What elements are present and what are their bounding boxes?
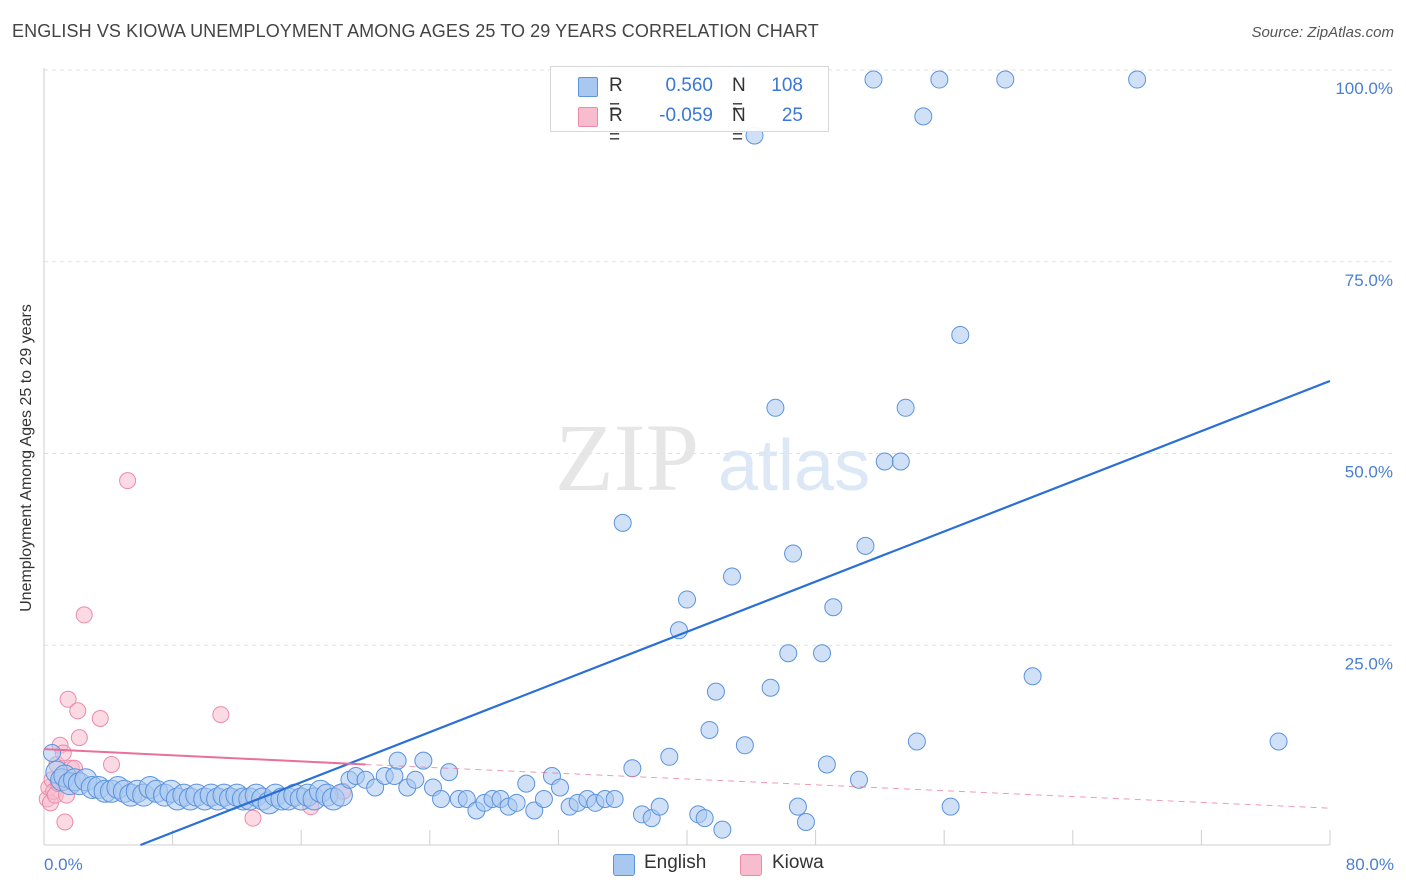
trend-lines: [43, 379, 1331, 847]
english-point: [432, 789, 451, 808]
english-r-value: 0.560: [665, 75, 713, 96]
english-point: [779, 644, 798, 663]
kiowa-swatch: [578, 107, 598, 127]
english-point: [784, 544, 803, 563]
y-tick-label-100: 100.0%: [1335, 79, 1393, 98]
kiowa-point: [119, 472, 137, 490]
english-point: [723, 567, 742, 586]
kiowa-point: [70, 729, 88, 747]
english-point: [735, 736, 754, 755]
kiowa-point: [91, 709, 109, 727]
english-point: [875, 452, 894, 471]
source-label: Source: ZipAtlas.com: [1251, 24, 1394, 41]
english-point: [817, 755, 836, 774]
y-tick-label-50: 50.0%: [1345, 463, 1393, 482]
english-point: [366, 778, 385, 797]
english-point: [896, 398, 915, 417]
kiowa-point: [212, 706, 230, 724]
bottom-legend-kiowa-swatch[interactable]: [740, 854, 762, 876]
english-point: [678, 590, 696, 609]
english-point: [551, 778, 570, 797]
english-point: [406, 770, 425, 789]
english-point: [605, 789, 624, 808]
english-point: [761, 678, 780, 697]
english-point: [706, 682, 725, 701]
kiowa-point: [59, 690, 77, 708]
english-point: [813, 644, 832, 663]
english-point: [507, 793, 526, 812]
tick-labels: 0.0% 80.0% 25.0% 50.0% 75.0% 100.0%: [44, 79, 1394, 874]
english-r-label: R =: [609, 75, 623, 118]
english-point: [856, 536, 875, 555]
english-swatch: [578, 77, 598, 97]
english-point: [796, 812, 815, 831]
gridlines: [44, 69, 1392, 646]
english-point: [613, 513, 632, 532]
english-point: [1023, 667, 1042, 686]
axes: [43, 68, 1331, 846]
kiowa-r-value: -0.059: [659, 105, 713, 126]
bottom-legend-english-label[interactable]: English: [644, 852, 707, 873]
kiowa-n-label: N =: [732, 105, 746, 148]
english-point: [891, 452, 910, 471]
kiowa-r-label: R =: [609, 105, 623, 148]
english-point: [951, 325, 970, 344]
english-trend-line: [140, 379, 1331, 847]
english-point: [440, 763, 459, 782]
kiowa-point: [75, 606, 93, 624]
english-point: [414, 751, 433, 770]
english-point: [517, 774, 536, 793]
english-point: [660, 747, 679, 766]
kiowa-n-value: 25: [781, 105, 803, 126]
english-point: [650, 797, 669, 816]
english-point: [43, 743, 62, 762]
kiowa-point: [69, 702, 87, 720]
english-point: [864, 70, 883, 89]
stats-legend: R = 0.560 N = 108 R = -0.059 N = 25: [550, 66, 829, 148]
english-point: [388, 751, 407, 770]
kiowa-point: [244, 809, 262, 827]
english-point: [623, 759, 642, 778]
watermark-zip: ZIP: [555, 404, 699, 511]
x-tick-label-max: 80.0%: [1346, 855, 1394, 874]
english-point: [1269, 732, 1288, 751]
kiowa-trend-line: [43, 748, 366, 766]
english-point: [788, 797, 807, 816]
english-point: [907, 732, 926, 751]
english-point: [941, 797, 960, 816]
watermark: ZIP atlas: [555, 404, 870, 511]
english-point: [713, 820, 732, 839]
y-tick-label-25: 25.0%: [1345, 654, 1393, 673]
english-point: [695, 809, 714, 828]
english-n-label: N =: [732, 75, 746, 118]
english-point: [457, 789, 476, 808]
kiowa-point: [103, 755, 121, 773]
english-point: [700, 720, 719, 739]
english-point: [850, 770, 869, 789]
kiowa-point: [56, 813, 74, 831]
chart-title: ENGLISH VS KIOWA UNEMPLOYMENT AMONG AGES…: [12, 21, 819, 41]
english-point: [534, 789, 553, 808]
english-point: [525, 801, 544, 820]
english-n-value: 108: [771, 75, 803, 96]
bottom-legend-english-swatch[interactable]: [613, 854, 635, 876]
english-point: [1128, 70, 1147, 89]
x-tick-label-min: 0.0%: [44, 855, 83, 874]
y-tick-label-75: 75.0%: [1345, 271, 1393, 290]
english-point: [669, 621, 688, 640]
bottom-legend-kiowa-label[interactable]: Kiowa: [772, 852, 824, 873]
kiowa-trend-line-extension: [365, 763, 1331, 809]
english-point: [996, 70, 1015, 89]
english-point: [824, 598, 843, 617]
english-series: [43, 70, 1288, 839]
english-point: [930, 70, 949, 89]
english-point: [329, 783, 353, 807]
english-point: [914, 107, 933, 126]
watermark-atlas: atlas: [718, 426, 870, 506]
english-point: [766, 398, 785, 417]
